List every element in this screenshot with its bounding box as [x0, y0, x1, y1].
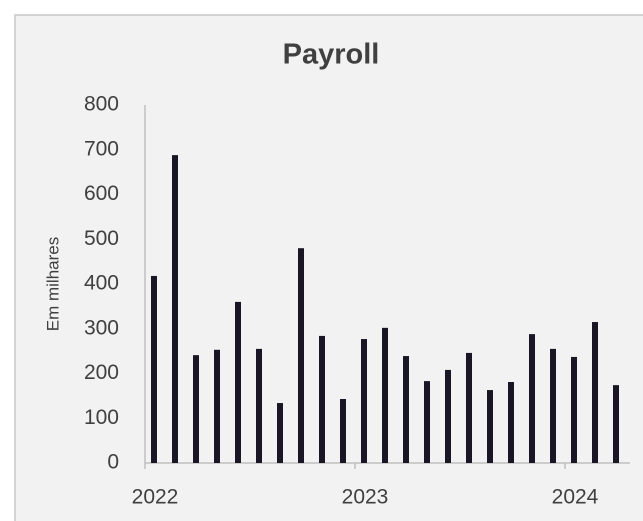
chart-frame [14, 14, 643, 521]
bar [445, 369, 451, 463]
bar [319, 335, 325, 463]
y-tick-label: 500 [84, 227, 119, 250]
bar [256, 348, 262, 463]
bar [298, 248, 304, 463]
bar [172, 155, 178, 463]
x-tick-label: 2022 [132, 486, 179, 509]
y-tick-label: 300 [84, 316, 119, 339]
y-tick-label: 400 [84, 272, 119, 295]
bar [361, 339, 367, 463]
bar [193, 355, 199, 463]
bar [487, 390, 493, 463]
bar [529, 334, 535, 463]
x-tick-label: 2023 [342, 486, 389, 509]
x-tick-label: 2024 [552, 486, 599, 509]
bar [424, 381, 430, 463]
chart-title: Payroll [283, 39, 380, 71]
bar [613, 385, 619, 463]
bar [151, 275, 157, 463]
bar [340, 399, 346, 463]
y-tick-label: 700 [84, 137, 119, 160]
bar [277, 403, 283, 463]
bar [235, 301, 241, 463]
bar [508, 382, 514, 463]
y-tick-label: 600 [84, 182, 119, 205]
bar [466, 352, 472, 463]
bar [550, 348, 556, 463]
y-tick-label: 0 [107, 451, 119, 474]
bar [592, 322, 598, 463]
bar [571, 356, 577, 463]
y-axis-label: Em milhares [43, 237, 62, 331]
y-tick-label: 200 [84, 361, 119, 384]
bar [382, 327, 388, 463]
bar [214, 349, 220, 463]
bar [403, 356, 409, 463]
y-tick-label: 800 [84, 93, 119, 116]
y-tick-label: 100 [84, 406, 119, 429]
